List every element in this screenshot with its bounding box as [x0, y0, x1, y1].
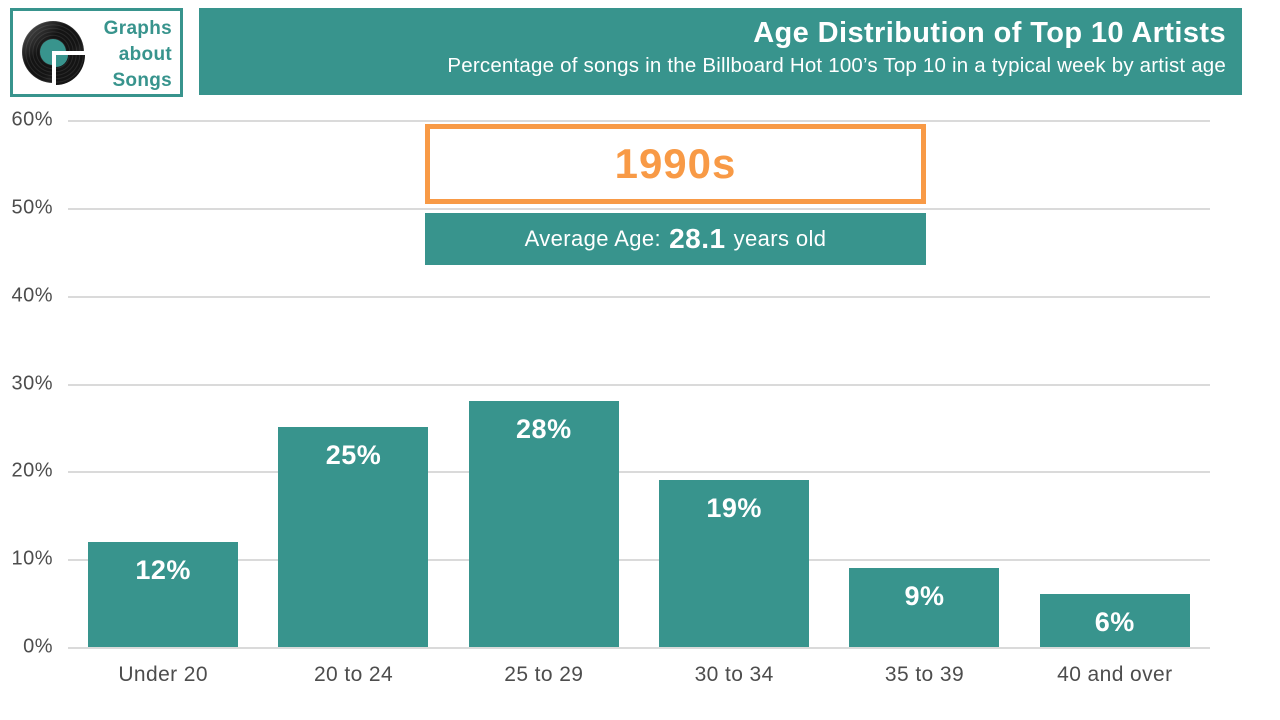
logo-line-1: Graphs: [103, 18, 172, 39]
x-tick-label: 25 to 29: [504, 663, 584, 686]
plot-area: [68, 120, 1210, 649]
bar-35-to-39: 9%: [849, 567, 1000, 647]
logo-line-2: about: [118, 44, 172, 65]
bar-value-label: 19%: [706, 493, 762, 524]
bar-slot: 19%: [639, 120, 829, 647]
bar-40-and-over: 6%: [1039, 594, 1190, 647]
logo-box: Graphs about Songs: [10, 8, 183, 97]
bar-slot: 28%: [449, 120, 639, 647]
y-tick-label: 30%: [11, 372, 53, 395]
bar-value-label: 9%: [904, 580, 945, 611]
y-axis: 60% 50% 40% 30% 20% 10% 0%: [0, 109, 53, 658]
average-age-value: 28.1: [669, 223, 726, 254]
y-tick-label: 60%: [11, 108, 53, 131]
gridline-10: [68, 559, 1210, 561]
bar-25-to-29: 28%: [468, 401, 619, 647]
vinyl-record-icon: [22, 19, 90, 87]
gridline-50: [68, 208, 1210, 210]
average-age-prefix: Average Age:: [524, 226, 662, 251]
bar-slot: 6%: [1020, 120, 1210, 647]
logo-line-3: Songs: [112, 70, 172, 91]
header-bar: Age Distribution of Top 10 Artists Perce…: [199, 8, 1242, 95]
decade-callout-box: 1990s: [425, 124, 926, 204]
y-tick-label: 0%: [23, 635, 53, 658]
gridline-20: [68, 471, 1210, 473]
bar-slot: 12%: [68, 120, 258, 647]
bar-slot: 9%: [829, 120, 1019, 647]
x-tick-label: Under 20: [118, 663, 208, 686]
x-tick-label: 20 to 24: [313, 663, 394, 686]
x-tick-label: 40 and over: [1057, 663, 1173, 686]
bar-30-to-34: 19%: [659, 480, 810, 647]
bar-slot: 25%: [258, 120, 448, 647]
y-tick-label: 10%: [11, 547, 53, 570]
y-tick-label: 50%: [11, 196, 53, 219]
bar-value-label: 12%: [135, 554, 191, 585]
average-age-suffix: years old: [733, 226, 827, 251]
bar-20-to-24: 25%: [278, 427, 429, 647]
chart-title: Age Distribution of Top 10 Artists: [753, 17, 1226, 49]
bar-series: 12% 25% 28% 19% 9% 6%: [68, 120, 1210, 647]
x-axis: Under 20 20 to 24 25 to 29 30 to 34 35 t…: [68, 663, 1210, 687]
x-tick-label: 30 to 34: [694, 663, 774, 686]
bar-value-label: 6%: [1094, 607, 1135, 638]
gridline-30: [68, 384, 1210, 386]
y-tick-label: 40%: [11, 284, 53, 307]
average-age-banner: Average Age: 28.1 years old: [425, 213, 926, 265]
bar-value-label: 28%: [516, 414, 572, 445]
gridline-60: [68, 120, 1210, 122]
bar-value-label: 25%: [325, 440, 382, 471]
decade-label: 1990s: [614, 140, 737, 187]
gridline-40: [68, 296, 1210, 298]
logo-text: Graphs about Songs: [104, 16, 172, 94]
gridline-0: [68, 647, 1210, 649]
x-tick-label: 35 to 39: [884, 663, 965, 686]
chart-subtitle: Percentage of songs in the Billboard Hot…: [447, 54, 1226, 77]
y-tick-label: 20%: [11, 459, 53, 482]
bar-under-20: 12%: [88, 541, 239, 647]
